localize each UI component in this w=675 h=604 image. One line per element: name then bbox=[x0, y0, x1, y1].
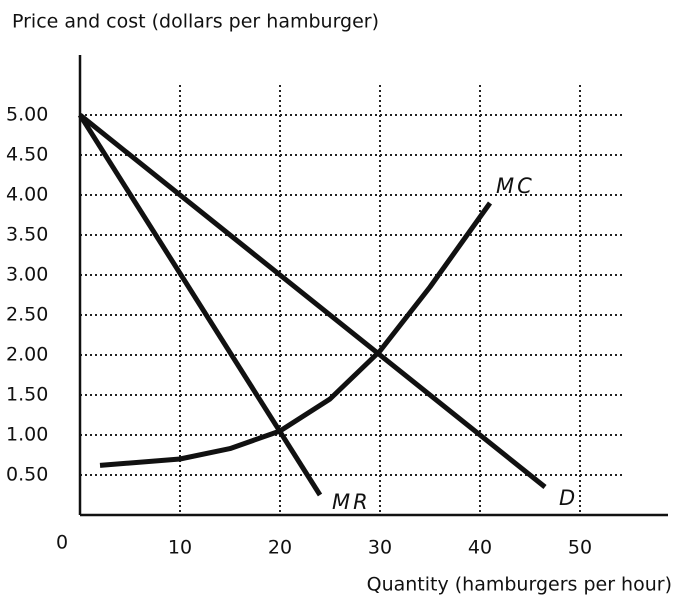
x-tick-label: 30 bbox=[368, 537, 392, 559]
x-tick-label: 10 bbox=[168, 537, 192, 559]
x-tick-label: 20 bbox=[268, 537, 292, 559]
x-tick-label: 50 bbox=[568, 537, 592, 559]
x-axis-label: Quantity (hamburgers per hour) bbox=[367, 574, 672, 596]
curve bbox=[78, 113, 547, 489]
x-tick-label: 40 bbox=[468, 537, 492, 559]
chart-title: Price and cost (dollars per hamburger) bbox=[12, 11, 379, 33]
curve bbox=[77, 113, 323, 497]
curve bbox=[99, 201, 493, 468]
y-tick-label: 2.50 bbox=[6, 304, 48, 326]
y-tick-label: 4.50 bbox=[6, 144, 48, 166]
x-tick-label: 0 bbox=[56, 532, 68, 554]
y-tick-label: 1.50 bbox=[6, 384, 48, 406]
y-tick-label: 3.00 bbox=[6, 264, 48, 286]
y-tick-label: 0.50 bbox=[6, 464, 48, 486]
series-label: MC bbox=[496, 174, 535, 198]
y-tick-label: 5.00 bbox=[6, 104, 48, 126]
series-label: D bbox=[559, 486, 578, 510]
y-tick-label: 4.00 bbox=[6, 184, 48, 206]
y-tick-label: 2.00 bbox=[6, 344, 48, 366]
y-tick-label: 3.50 bbox=[6, 224, 48, 246]
y-tick-label: 1.00 bbox=[6, 424, 48, 446]
series-label: MR bbox=[332, 490, 371, 514]
